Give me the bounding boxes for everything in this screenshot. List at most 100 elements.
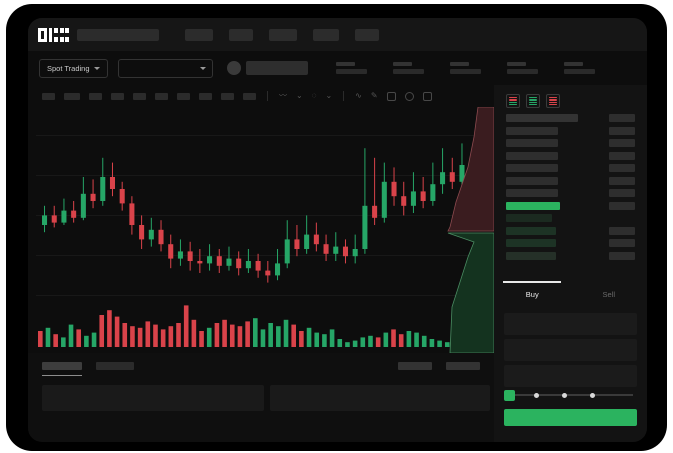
trade-tab-sell[interactable]: Sell [571, 281, 648, 307]
market-stat-label [335, 62, 355, 66]
candle-body [119, 189, 125, 204]
orders-panel-block-1 [42, 385, 264, 411]
candle-body [430, 184, 436, 201]
orderbook-amount [609, 239, 635, 247]
nav-item-2[interactable] [229, 28, 253, 41]
bottom-action-1[interactable] [398, 362, 432, 370]
volume-bar [176, 323, 181, 347]
nav-item-1[interactable] [185, 28, 213, 41]
trade-field-total[interactable] [504, 365, 637, 387]
price-chart[interactable] [28, 107, 494, 353]
gridline-4 [36, 295, 490, 296]
orderbook-ask-row[interactable] [506, 126, 635, 135]
logo-letter-o [38, 27, 47, 42]
volume-bar [145, 321, 151, 347]
orderbook-price [506, 214, 552, 222]
top-navigation-bar [28, 18, 647, 51]
logo-letter-k [49, 27, 58, 42]
bottom-tab-open-orders[interactable] [42, 362, 82, 376]
candle-body [187, 251, 193, 261]
place-buy-order-button[interactable] [504, 409, 637, 426]
orderbook-price [506, 189, 558, 197]
orderbook-price [506, 176, 558, 185]
orders-panel-actions [398, 362, 480, 370]
orderbook-mode-both[interactable] [506, 94, 520, 108]
trading-pair-select[interactable] [117, 58, 213, 78]
orders-panel [28, 353, 494, 442]
orderbook-mode-bids[interactable] [526, 94, 540, 108]
compare-icon[interactable]: ⌄ [296, 91, 303, 100]
spot-trading-select[interactable]: Spot Trading [39, 58, 108, 78]
logo-letter-x [60, 27, 69, 42]
timeframe-button-1[interactable] [42, 92, 55, 100]
indicator-icon[interactable]: 〰 [279, 91, 287, 100]
nav-primary-placeholder[interactable] [77, 28, 159, 41]
timeframe-button-5[interactable] [133, 92, 146, 100]
orderbook-price [506, 201, 560, 210]
orderbook-header-row[interactable] [506, 114, 635, 122]
candle-body [362, 205, 368, 249]
chevron-down-icon [199, 66, 206, 70]
okx-logo[interactable] [38, 27, 69, 42]
nav-item-5[interactable] [355, 28, 379, 41]
slider-stop[interactable] [590, 392, 595, 398]
amount-slider[interactable] [504, 388, 637, 402]
volume-histogram [38, 305, 465, 347]
market-stat-value [449, 69, 481, 74]
volume-bar [437, 340, 442, 347]
orderbook-bid-row[interactable] [506, 239, 635, 247]
candle-body [226, 258, 232, 266]
candle-body [177, 251, 183, 259]
candle-body [333, 246, 339, 254]
bottom-tab-order-history[interactable] [96, 362, 134, 370]
settings-gear-icon[interactable] [404, 91, 414, 101]
orderbook-bid-row[interactable] [506, 226, 635, 235]
timeframe-button-8[interactable] [199, 92, 212, 100]
timeframe-button-9[interactable] [221, 92, 234, 100]
alert-icon[interactable]: ◌ [311, 91, 317, 100]
fullscreen-icon[interactable] [422, 91, 432, 101]
candle-body [158, 229, 164, 245]
orderbook-bid-row[interactable] [506, 251, 635, 260]
drawing-icon[interactable]: ✎ [370, 91, 378, 100]
slider-handle[interactable] [504, 389, 515, 401]
orderbook-mode-asks[interactable] [546, 94, 560, 108]
nav-item-4[interactable] [313, 28, 339, 41]
volume-bar [291, 324, 296, 347]
slider-stop[interactable] [562, 392, 567, 398]
timeframe-button-4[interactable] [111, 92, 124, 100]
orderbook-ask-row[interactable] [506, 189, 635, 197]
orderbook-bid-row[interactable] [506, 214, 635, 222]
timeframe-button-2[interactable] [64, 92, 80, 100]
candle-body [216, 256, 222, 266]
dropdown-icon[interactable]: ⌄ [325, 91, 333, 100]
orderbook-price [506, 151, 558, 160]
orderbook-ask-row[interactable] [506, 176, 635, 185]
orderbook-amount [609, 114, 635, 122]
orderbook-ask-row[interactable] [506, 151, 635, 160]
volume-bar [168, 326, 174, 347]
volume-bar [137, 327, 143, 347]
slider-stop[interactable] [534, 392, 539, 398]
volume-bar [406, 331, 412, 347]
line-chart-icon[interactable]: ∿ [355, 91, 362, 100]
volume-bar [153, 324, 158, 347]
orderbook-last-price-row[interactable] [506, 201, 635, 210]
volume-bar [268, 323, 273, 347]
trade-field-amount[interactable] [504, 339, 637, 361]
orderbook-ask-row[interactable] [506, 139, 635, 147]
orderbook-ask-row[interactable] [506, 164, 635, 172]
orderbook-amount [609, 251, 635, 260]
volume-bar [114, 316, 120, 347]
timeframe-button-10[interactable] [243, 92, 256, 100]
camera-icon[interactable] [386, 91, 396, 101]
bottom-action-2[interactable] [446, 362, 480, 370]
timeframe-button-7[interactable] [177, 92, 190, 100]
trade-field-price[interactable] [504, 313, 637, 335]
nav-item-3[interactable] [269, 28, 297, 41]
volume-bar [160, 329, 166, 347]
orderbook-amount [609, 201, 635, 210]
trade-tab-buy[interactable]: Buy [494, 281, 571, 307]
timeframe-button-3[interactable] [89, 92, 102, 100]
timeframe-button-6[interactable] [155, 92, 168, 100]
